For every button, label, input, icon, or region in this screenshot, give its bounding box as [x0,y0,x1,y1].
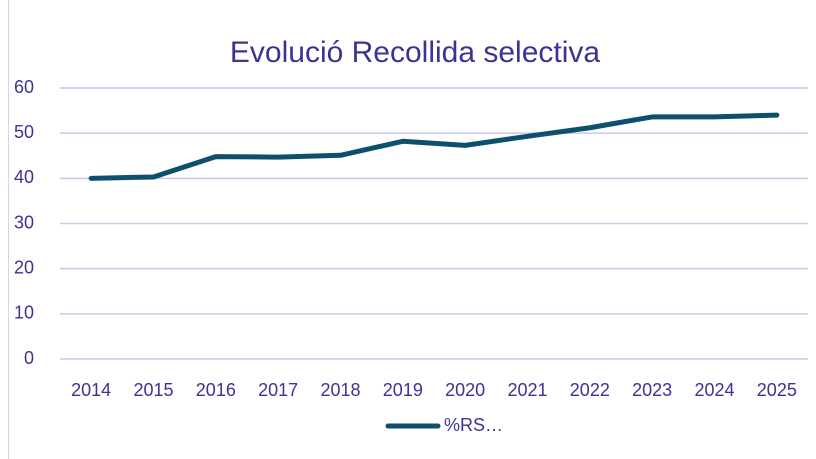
x-tick-label: 2022 [570,380,610,400]
x-tick-label: 2019 [383,380,423,400]
x-tick-label: 2025 [757,380,797,400]
y-tick-label: 40 [14,167,34,187]
y-tick-label: 50 [14,122,34,142]
x-tick-label: 2014 [71,380,111,400]
legend-label: %RS… [444,415,503,435]
y-tick-label: 30 [14,212,34,232]
x-tick-label: 2016 [196,380,236,400]
data-line [88,112,780,181]
chart-title: Evolució Recollida selectiva [230,36,600,69]
y-tick-label: 60 [14,77,34,97]
x-tick-label: 2018 [320,380,360,400]
y-tick-label: 0 [24,348,34,368]
x-tick-label: 2021 [507,380,547,400]
y-tick-label: 10 [14,303,34,323]
x-tick-label: 2015 [133,380,173,400]
x-tick-label: 2023 [632,380,672,400]
y-tick-label: 20 [14,257,34,277]
x-tick-label: 2017 [258,380,298,400]
x-tick-label: 2024 [694,380,734,400]
x-tick-label: 2020 [445,380,485,400]
chart-border [8,0,9,459]
